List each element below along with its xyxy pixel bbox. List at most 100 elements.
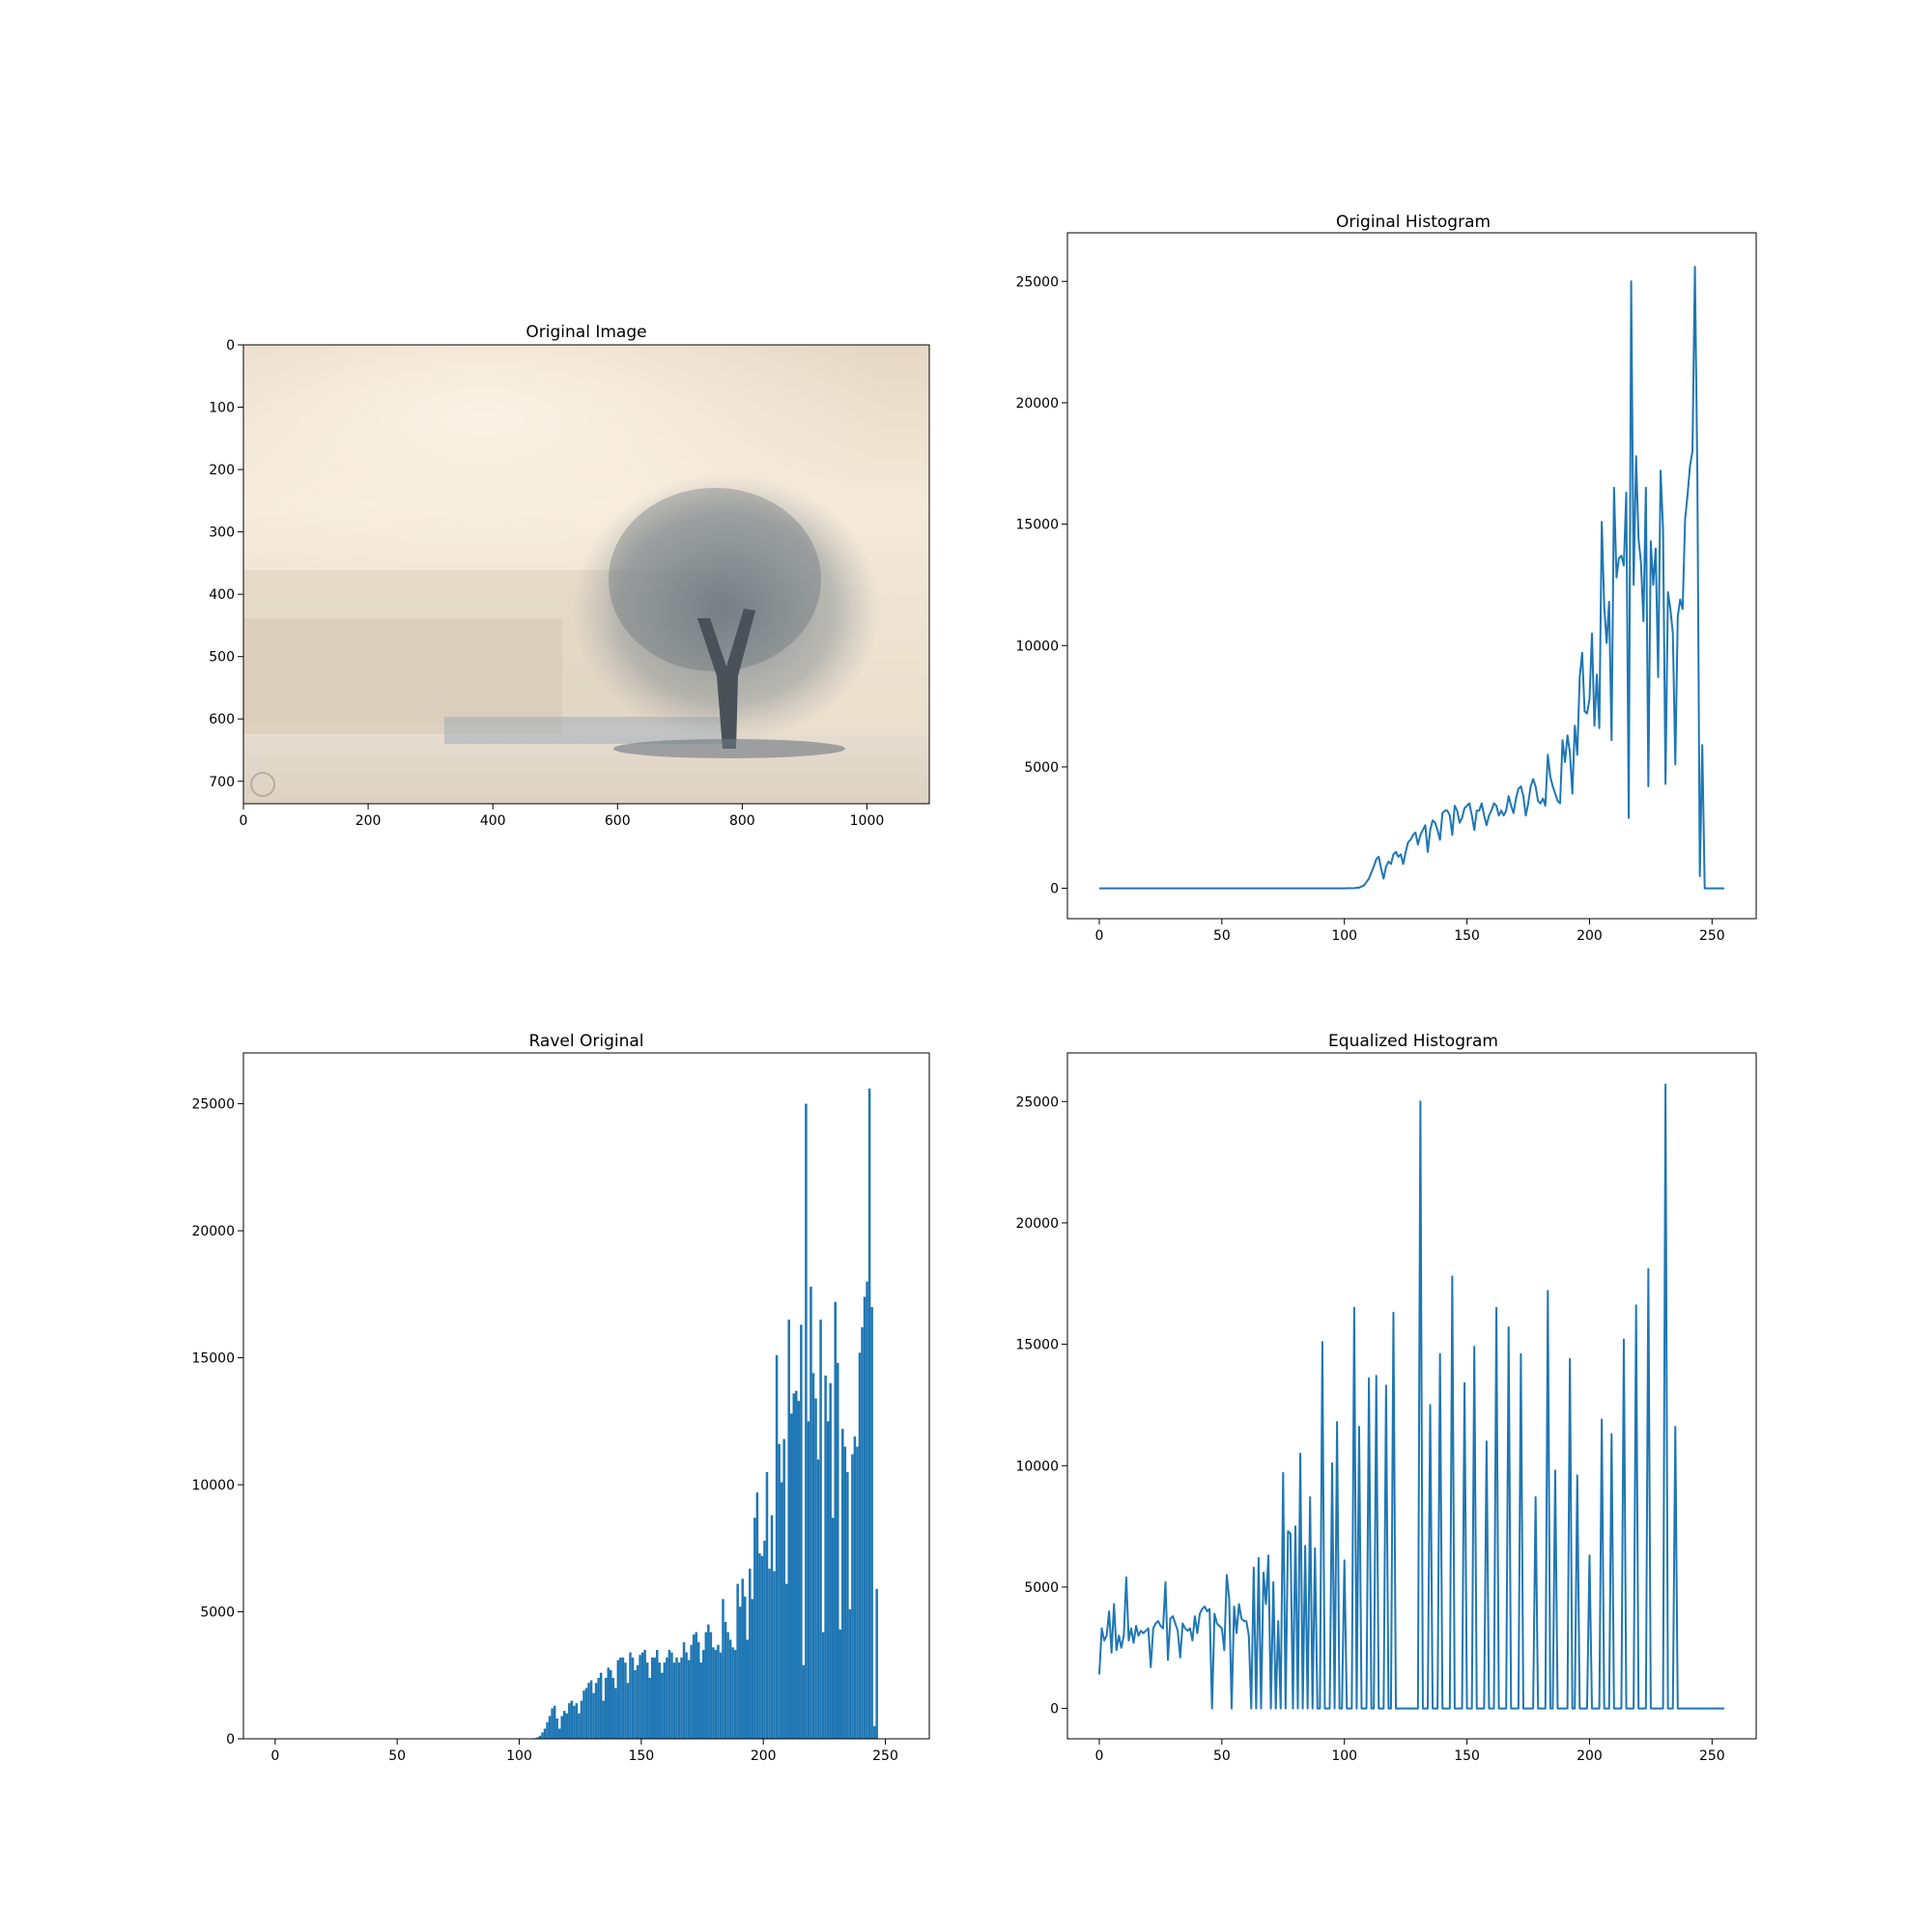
ytick-label: 25000 <box>191 1097 235 1113</box>
histogram-bar <box>666 1657 668 1739</box>
histogram-bar <box>696 1642 700 1739</box>
histogram-bar <box>751 1599 754 1739</box>
histogram-bar <box>753 1518 756 1739</box>
histogram-bar <box>560 1716 563 1739</box>
histogram-bar <box>631 1657 635 1739</box>
xtick-label: 50 <box>388 1748 406 1764</box>
histogram-bar <box>875 1588 878 1739</box>
xtick-label: 50 <box>1213 928 1231 944</box>
histogram-bar <box>819 1320 822 1739</box>
image-ytick-label: 0 <box>226 338 235 354</box>
histogram-bar <box>575 1703 579 1739</box>
ytick-label: 0 <box>1050 1702 1059 1718</box>
histogram-bar <box>778 1443 781 1739</box>
ytick-label: 20000 <box>1015 1216 1059 1232</box>
image-axis-ticks: 0 200 400 600 800 1000 0 100 200 300 400 500 600 700 <box>209 338 884 829</box>
histogram-bar <box>640 1652 644 1739</box>
histogram-bar <box>768 1568 771 1739</box>
histogram-bar <box>580 1700 583 1739</box>
histogram-bar <box>780 1482 783 1739</box>
histogram-bar <box>551 1708 554 1739</box>
histogram-bar <box>656 1649 659 1739</box>
histogram-bar <box>650 1657 654 1739</box>
histogram-bar <box>867 1088 871 1739</box>
original-histogram-title: Original Histogram <box>1336 213 1491 232</box>
image-ytick-label: 700 <box>209 775 235 790</box>
histogram-bar <box>639 1655 641 1739</box>
xtick-label: 200 <box>1577 1748 1603 1764</box>
histogram-bar <box>629 1652 632 1739</box>
histogram-bar <box>648 1677 651 1739</box>
xtick-label: 150 <box>628 1748 654 1764</box>
histogram-bar <box>746 1639 750 1739</box>
ytick-label: 15000 <box>1015 518 1059 533</box>
histogram-bar <box>675 1657 678 1739</box>
histogram-bar <box>685 1652 688 1739</box>
histogram-bar <box>607 1667 611 1739</box>
foggy-tree-photo <box>243 345 929 804</box>
histogram-bar <box>553 1705 556 1739</box>
histogram-bar <box>846 1471 849 1739</box>
histogram-bar <box>584 1688 588 1739</box>
histogram-bar <box>763 1540 766 1739</box>
ytick-label: 25000 <box>1015 274 1059 290</box>
ytick-label: 5000 <box>200 1605 235 1621</box>
histogram-bar <box>636 1664 639 1739</box>
histogram-bar <box>738 1606 742 1739</box>
histogram-bar <box>834 1301 837 1739</box>
histogram-bar <box>841 1429 844 1739</box>
histogram-bar <box>702 1649 705 1739</box>
image-panel: Original Image 0 200 400 600 800 1000 0 100 200 3… <box>209 323 930 829</box>
histogram-bar <box>802 1664 806 1739</box>
histogram-bar <box>810 1286 812 1739</box>
histogram-bar <box>645 1662 649 1739</box>
original-histogram-frame <box>1066 232 1757 920</box>
xtick-label: 100 <box>1331 1748 1357 1764</box>
xtick-label: 0 <box>1095 1748 1104 1764</box>
histogram-bar <box>668 1649 671 1739</box>
image-xtick-label: 200 <box>355 813 382 829</box>
series-line <box>1097 1083 1725 1710</box>
histogram-bar <box>848 1608 852 1739</box>
histogram-bar <box>653 1657 657 1739</box>
histogram-bar <box>541 1732 544 1739</box>
histogram-bar <box>557 1728 561 1739</box>
histogram-bar <box>829 1382 832 1739</box>
xtick-label: 150 <box>1454 928 1480 944</box>
xtick-label: 250 <box>1699 928 1725 944</box>
ytick-label: 15000 <box>1015 1338 1059 1353</box>
ytick-label: 20000 <box>1015 396 1059 412</box>
histogram-bar <box>821 1632 825 1739</box>
histogram-bar <box>775 1354 779 1739</box>
histogram-bar <box>548 1716 552 1739</box>
histogram-bar <box>712 1647 715 1739</box>
xtick-label: 250 <box>1699 1748 1725 1764</box>
histogram-bar <box>538 1735 542 1739</box>
histogram-bar <box>858 1352 862 1739</box>
equalized-histogram-plot: 0 50 100 150 200 250 0 5000 10000 15000 20000 25000 <box>1015 1083 1725 1764</box>
ravel-original-plot: 0 50 100 150 200 250 0 5000 10000 15000 20000 25000 <box>191 1088 898 1764</box>
ytick-label: 0 <box>1050 882 1059 897</box>
histogram-bar <box>770 1515 774 1739</box>
histogram-bar <box>872 1725 876 1739</box>
histogram-bar <box>824 1375 827 1739</box>
histogram-bar <box>773 1571 776 1739</box>
histogram-bar <box>826 1421 830 1739</box>
histogram-bar <box>604 1677 608 1739</box>
histogram-bar <box>838 1629 842 1739</box>
histogram-bar <box>690 1644 693 1739</box>
ravel-original-title: Ravel Original <box>528 1032 643 1051</box>
histogram-bar <box>814 1398 817 1739</box>
ytick-label: 5000 <box>1024 760 1059 776</box>
histogram-bar <box>726 1632 729 1739</box>
image-xtick-label: 0 <box>240 813 248 829</box>
histogram-bar <box>562 1711 566 1739</box>
histogram-bar <box>677 1662 681 1739</box>
image-ytick-label: 400 <box>209 587 235 603</box>
histogram-bar <box>795 1390 798 1739</box>
xtick-label: 0 <box>270 1748 279 1764</box>
histogram-bar <box>836 1362 839 1739</box>
histogram-bar <box>543 1728 547 1739</box>
histogram-bar <box>663 1662 667 1739</box>
